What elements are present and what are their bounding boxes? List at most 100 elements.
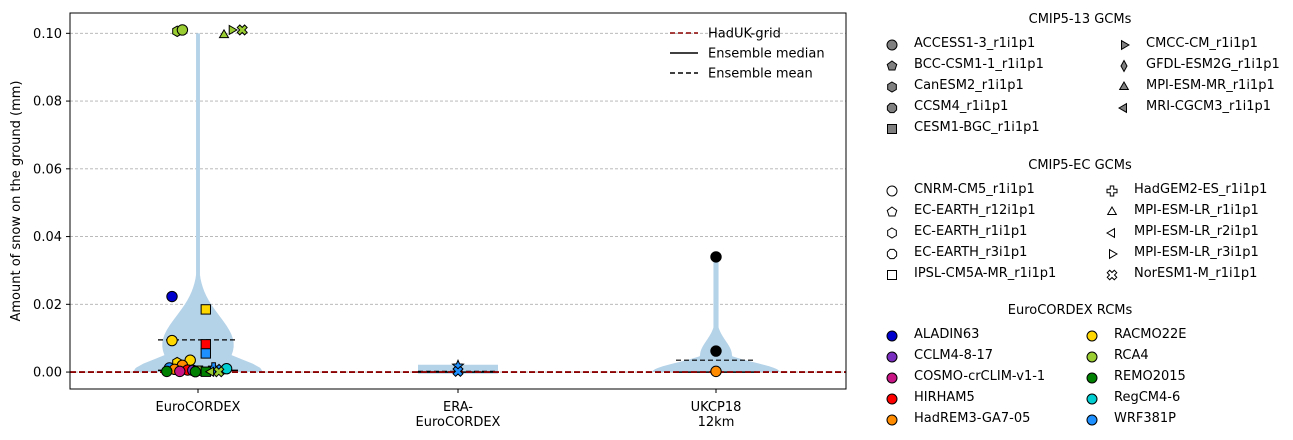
legend-marker-icon: [886, 185, 898, 197]
legend-item-label: HIRHAM5: [914, 390, 975, 405]
legend-item-label: RCA4: [1114, 348, 1149, 363]
x-tick-label: ERA-: [443, 400, 473, 415]
legend-marker: [886, 248, 898, 260]
legend-marker-icon: [1106, 205, 1118, 215]
legend-title-cmip5-13: CMIP5-13 GCMs: [1028, 12, 1132, 27]
legend-marker: [1105, 227, 1115, 239]
y-tick-label: 0.06: [33, 162, 62, 177]
legend-item-label: CCSM4_r1i1p1: [914, 99, 1009, 114]
legend-marker: [1117, 102, 1127, 114]
data-point: [166, 290, 178, 303]
x-tick-label: EuroCORDEX: [156, 400, 241, 415]
legend-marker-icon: [1120, 59, 1128, 73]
legend-item-label: EC-EARTH_r1i1p1: [914, 224, 1028, 239]
legend-item-label: CanESM2_r1i1p1: [914, 78, 1024, 93]
x-tick-label: EuroCORDEX: [416, 415, 501, 430]
y-tick-label: 0.00: [33, 366, 62, 381]
legend-item-label: ACCESS1-3_r1i1p1: [914, 36, 1036, 51]
legend-marker: [1109, 248, 1119, 260]
data-point: [200, 348, 211, 359]
legend-item-label: CNRM-CM5_r1i1p1: [914, 182, 1035, 197]
legend-marker: [1106, 185, 1118, 197]
legend-item-label: EC-EARTH_r3i1p1: [914, 245, 1028, 260]
legend-item-label: MPI-ESM-LR_r1i1p1: [1134, 203, 1259, 218]
legend-marker: [1106, 205, 1118, 215]
y-tick-label: 0.08: [33, 95, 62, 110]
legend-marker-icon: [886, 393, 898, 405]
legend-marker: [1086, 372, 1098, 384]
y-axis-label: Amount of snow on the ground (mm): [9, 80, 24, 321]
violin-chart: 0.000.020.040.060.080.10 EuroCORDEX ERA-E…: [9, 12, 847, 430]
legend-marker-icon: [886, 248, 898, 260]
legend-marker: [887, 270, 897, 280]
y-tick-label: 0.10: [33, 27, 62, 42]
legend-marker: [886, 351, 898, 363]
data-point: [710, 345, 722, 357]
legend-marker-icon: [1086, 330, 1098, 342]
data-point: [213, 366, 225, 378]
model-points: [161, 24, 722, 378]
legend-title-rcms: EuroCORDEX RCMs: [1007, 303, 1133, 318]
legend-marker: [887, 124, 897, 134]
data-point: [200, 339, 211, 350]
legend-marker: [887, 81, 897, 93]
legend-item-label: CCLM4-8-17: [914, 348, 994, 363]
data-point: [204, 366, 215, 378]
legend-item-label: WRF381P: [1114, 411, 1177, 426]
legend-marker: [1086, 330, 1098, 342]
legend-marker: [886, 185, 898, 197]
legend-marker: [1120, 59, 1128, 73]
legend-item-label: RegCM4-6: [1114, 390, 1181, 405]
legend-item-label: HadGEM2-ES_r1i1p1: [1134, 182, 1268, 197]
x-tick-label: 12km: [698, 415, 735, 430]
legend-marker: [1121, 39, 1131, 51]
legend-marker-icon: [1086, 414, 1098, 426]
legend-marker: [1086, 351, 1098, 363]
legend-item-label: BCC-CSM1-1_r1i1p1: [914, 57, 1044, 72]
legend-marker: [886, 330, 898, 342]
legend-marker: [886, 60, 898, 71]
legend-item-label: MPI-ESM-LR_r2i1p1: [1134, 224, 1259, 239]
legend-eurocordex-rcms: EuroCORDEX RCMs ALADIN63 CCLM4-8-17 COSMO-…: [880, 303, 1260, 433]
violin-body: [133, 33, 263, 373]
legend-marker-icon: [886, 60, 898, 71]
data-point: [236, 24, 248, 36]
legend-marker: [1086, 393, 1098, 405]
inline-legend-label: Ensemble median: [708, 47, 825, 62]
legend-marker-icon: [886, 351, 898, 363]
data-point: [218, 28, 230, 39]
data-point: [200, 304, 211, 315]
legend-marker-icon: [1118, 80, 1130, 90]
inline-legend-label: HadUK-grid: [708, 27, 781, 42]
legend-item-label: MPI-ESM-MR_r1i1p1: [1146, 78, 1275, 93]
legend-marker-icon: [1106, 185, 1118, 197]
data-point: [228, 24, 238, 36]
data-point: [161, 365, 173, 378]
legend-item-label: HadREM3-GA7-05: [914, 411, 1031, 426]
legend-marker: [1086, 414, 1098, 426]
legend-item-label: IPSL-CM5A-MR_r1i1p1: [914, 266, 1057, 281]
legend-cmip5-ec-gcms: CMIP5-EC GCMs CNRM-CM5_r1i1p1 EC-EARTH_r1…: [880, 158, 1280, 288]
legend-marker: [886, 39, 898, 51]
legend-marker-icon: [886, 372, 898, 384]
legend-marker-icon: [1121, 39, 1131, 51]
legend-marker-icon: [1086, 372, 1098, 384]
legend-marker-icon: [887, 227, 897, 239]
legend-marker-icon: [886, 39, 898, 51]
legend-item-label: MPI-ESM-LR_r3i1p1: [1134, 245, 1259, 260]
legend-marker-icon: [1086, 393, 1098, 405]
legend-item-label: GFDL-ESM2G_r1i1p1: [1146, 57, 1280, 72]
y-tick-label: 0.04: [33, 230, 62, 245]
legend-marker: [1118, 80, 1130, 90]
x-tick-label: UKCP18: [691, 400, 742, 415]
legend-item-label: EC-EARTH_r12i1p1: [914, 203, 1036, 218]
legend-marker-icon: [886, 102, 898, 114]
legend-marker-icon: [887, 124, 897, 134]
inline-legend: HadUK-grid Ensemble median Ensemble mean: [670, 27, 825, 82]
data-point: [189, 366, 202, 378]
legend-marker-icon: [886, 206, 898, 217]
legend-marker: [886, 102, 898, 114]
y-tick-label: 0.02: [33, 298, 62, 313]
legend-item-label: CMCC-CM_r1i1p1: [1146, 36, 1258, 51]
